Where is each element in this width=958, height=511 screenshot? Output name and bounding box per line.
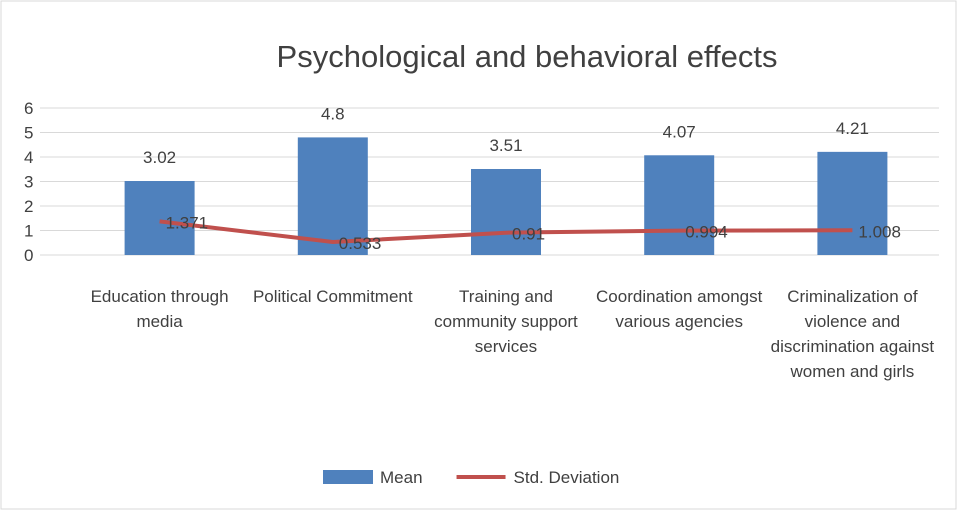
bar [297, 137, 368, 255]
data-label: 3.51 [489, 136, 522, 155]
data-label: 4.07 [663, 122, 696, 141]
y-tick-label: 3 [24, 173, 33, 192]
bar [644, 155, 715, 255]
legend-swatch [323, 470, 373, 484]
bar [471, 169, 541, 255]
line [159, 219, 853, 244]
y-tick-label: 6 [24, 99, 33, 118]
bar [124, 181, 195, 255]
y-tick-label: 1 [24, 222, 33, 241]
bar [817, 151, 888, 255]
x-tick-label: Training and community support services [434, 287, 578, 356]
chart-title: Psychological and behavioral effects [277, 39, 778, 74]
y-tick-label: 2 [24, 197, 33, 216]
data-label: 1.371 [166, 213, 209, 232]
data-label: 0.994 [685, 223, 728, 242]
x-tick-label: Political Commitment [252, 287, 413, 306]
data-label: 1.008 [858, 222, 901, 241]
legend-label: Std. Deviation [514, 468, 620, 487]
data-label: 4.21 [836, 119, 869, 138]
y-tick-label: 4 [24, 148, 33, 167]
x-tick-label: Coordination amongst various agencies [596, 287, 763, 331]
data-label: 0.533 [339, 234, 382, 253]
y-tick-label: 0 [24, 246, 33, 265]
x-tick-label: Education through media [90, 287, 229, 331]
data-label: 3.02 [143, 148, 176, 167]
data-label: 0.91 [512, 225, 545, 244]
y-tick-label: 5 [24, 124, 33, 143]
legend-label: Mean [380, 468, 423, 487]
x-tick-label: Criminalization of violence and discrimi… [770, 287, 935, 381]
data-label: 4.8 [321, 104, 345, 123]
